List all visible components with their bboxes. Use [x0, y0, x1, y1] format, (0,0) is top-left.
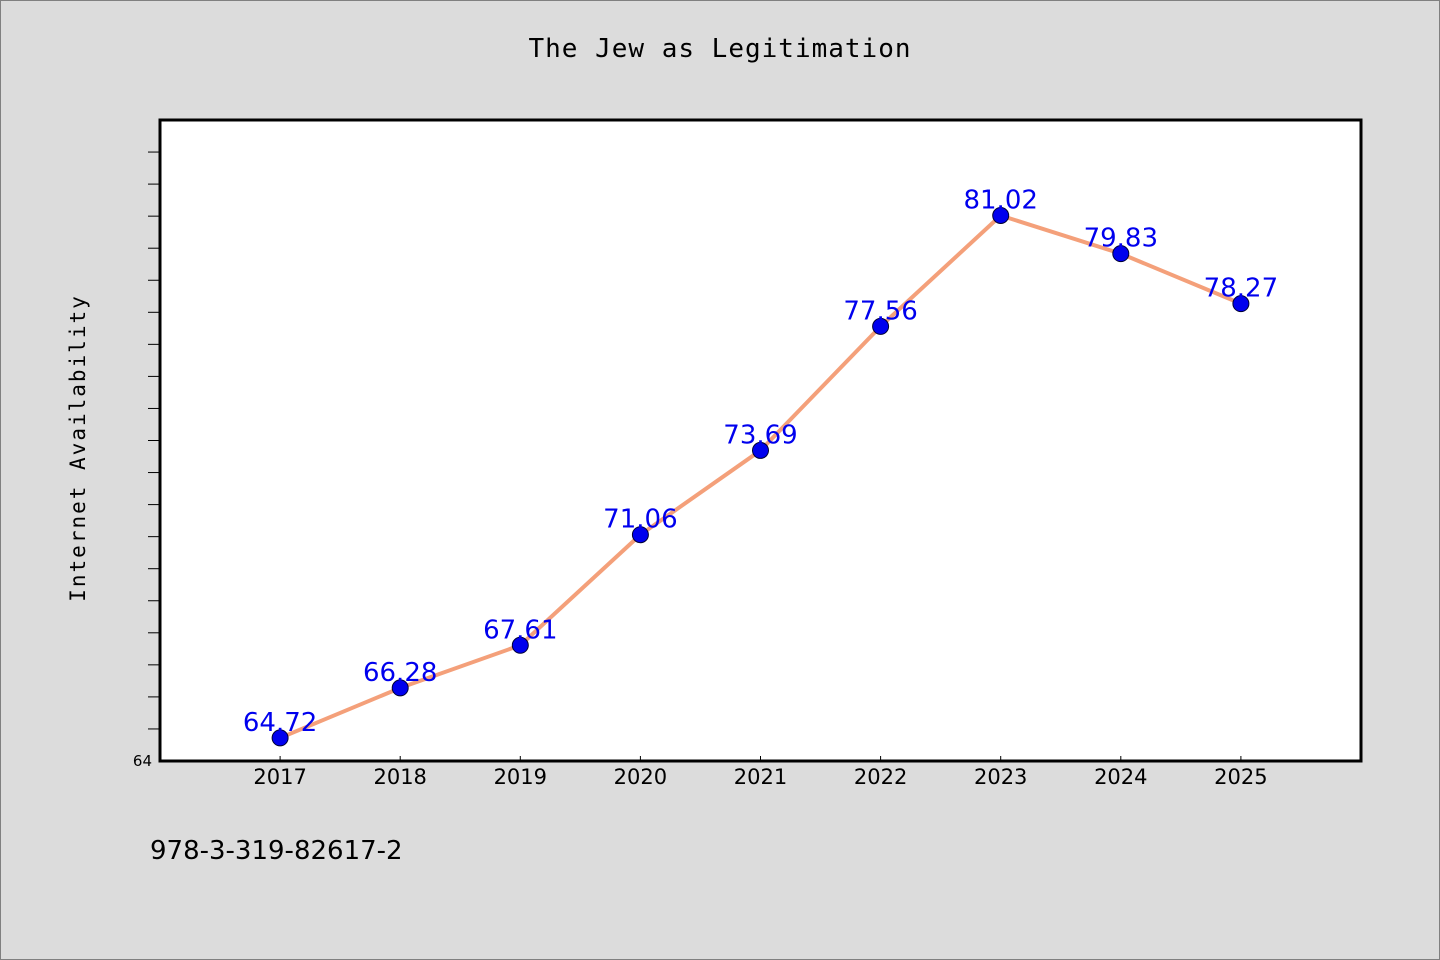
data-label: 79.83: [1084, 224, 1158, 254]
data-label: 73.69: [723, 420, 797, 450]
data-point: [992, 207, 1010, 225]
x-tick-label: 2020: [614, 765, 667, 789]
chart-title: The Jew as Legitimation: [528, 34, 912, 64]
data-point: [872, 317, 890, 335]
data-label: 81.02: [963, 186, 1037, 216]
data-label: 67.61: [483, 615, 557, 645]
x-tick-label: 2021: [734, 765, 787, 789]
data-point: [752, 441, 769, 459]
data-label: 64.72: [243, 708, 317, 738]
data-point: [631, 526, 649, 544]
data-label: 66.28: [363, 658, 437, 688]
data-label: 77.56: [843, 296, 917, 326]
y-axis: 64: [133, 151, 160, 770]
data-point: [1232, 295, 1250, 313]
isbn-footer: 978-3-319-82617-2: [150, 836, 403, 866]
x-tick-label: 2024: [1094, 765, 1147, 789]
series-layer: 64.72 66.28 67.61 71.06 73.69 77.56 81.02 79.83…: [243, 186, 1278, 747]
x-tick-label: 2019: [494, 765, 547, 789]
y-tick-label: 64: [133, 752, 152, 770]
x-tick-label: 2017: [253, 765, 306, 789]
data-label: 78.27: [1204, 274, 1278, 304]
x-axis: 2017 2018 2019 2020 2021 2022 2023 2024 2025: [159, 756, 1362, 789]
data-point: [391, 679, 409, 697]
data-point: [271, 729, 289, 747]
x-tick-label: 2023: [974, 765, 1027, 789]
plot-area: [158, 118, 1363, 763]
data-point: [511, 636, 529, 654]
x-tick-label: 2022: [854, 765, 907, 789]
data-label: 71.06: [603, 505, 677, 535]
x-tick-label: 2025: [1214, 765, 1267, 789]
x-tick-label: 2018: [373, 765, 426, 789]
data-point: [1112, 245, 1130, 263]
